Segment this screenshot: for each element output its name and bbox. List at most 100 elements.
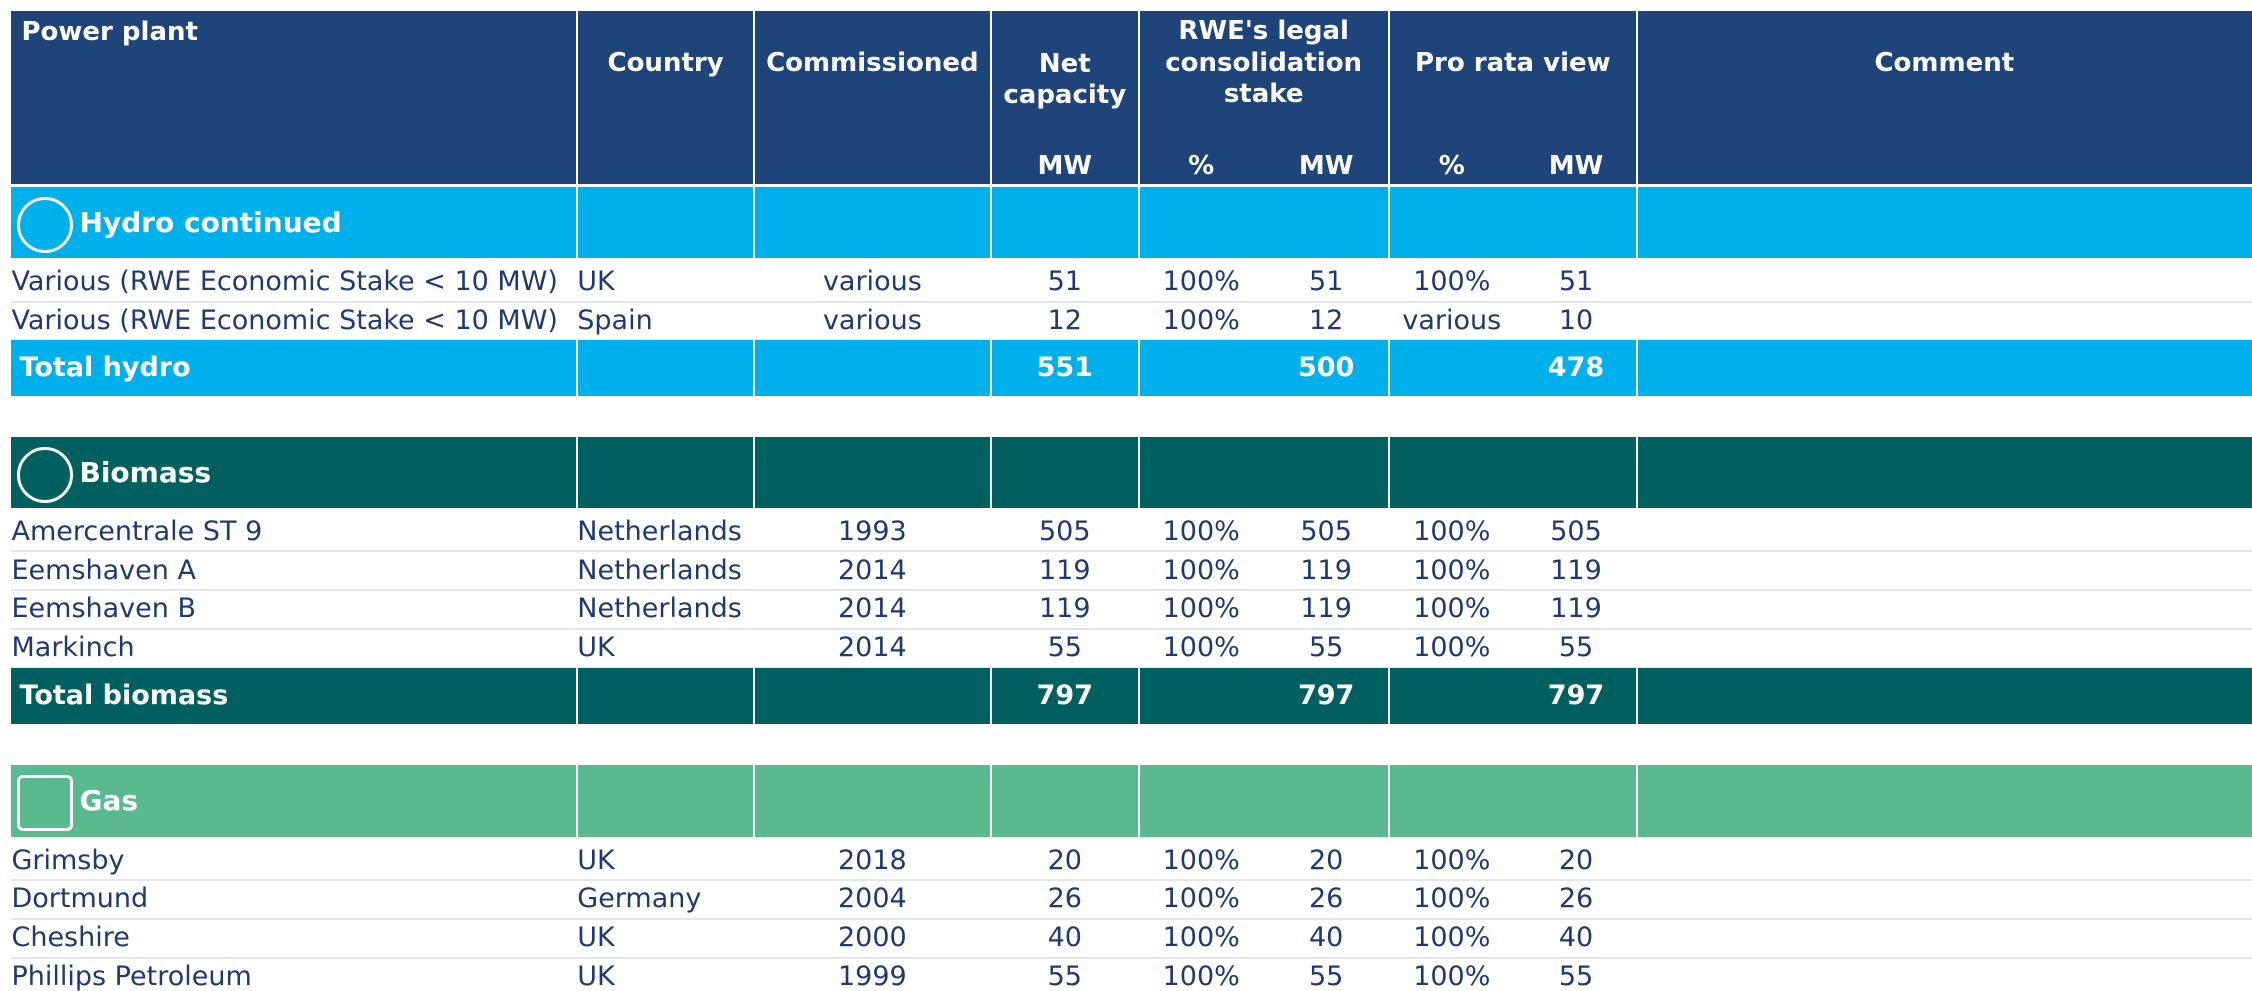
cell: Eemshaven A — [11, 554, 196, 586]
cell: Spain — [577, 304, 653, 336]
column-divider — [752, 765, 755, 838]
column-divider — [752, 667, 755, 724]
cell: 100% — [1413, 593, 1491, 625]
column-divider — [989, 340, 992, 397]
total-label: Total biomass — [19, 679, 229, 711]
column-divider — [576, 11, 579, 184]
cell: 1993 — [838, 515, 907, 547]
cell: 100% — [1413, 922, 1491, 954]
column-divider — [1636, 765, 1639, 838]
row-divider — [11, 879, 2252, 882]
cell: Phillips Petroleum — [11, 960, 252, 991]
cell: 10 — [1558, 304, 1594, 336]
cell: 20 — [1047, 844, 1082, 876]
cell: 26 — [1558, 883, 1594, 915]
cell: 12 — [1308, 304, 1344, 336]
section-title: Gas — [79, 784, 139, 818]
cell: 100% — [1162, 515, 1240, 547]
column-divider — [1137, 436, 1140, 509]
header-cell: RWE's legal consolidation stake — [1165, 16, 1363, 109]
cell: 119 — [1550, 593, 1602, 625]
total-band — [11, 667, 2252, 724]
unit-label: MW — [1298, 150, 1354, 181]
cell: UK — [577, 960, 615, 991]
cell: Cheshire — [11, 922, 130, 954]
cell: various — [1402, 304, 1502, 336]
cell: UK — [577, 844, 615, 876]
column-divider — [1137, 667, 1140, 724]
unit-label: MW — [1548, 150, 1604, 181]
cell: 12 — [1047, 304, 1082, 336]
column-divider — [989, 11, 992, 184]
cell: Various (RWE Economic Stake < 10 MW) — [11, 304, 558, 336]
column-divider — [752, 340, 755, 397]
cell: 26 — [1308, 883, 1344, 915]
cell: 55 — [1047, 632, 1082, 664]
cell: 119 — [1550, 554, 1602, 586]
column-divider — [1636, 11, 1639, 184]
cell: 2014 — [838, 632, 907, 664]
cell: 100% — [1413, 632, 1491, 664]
header-cell: Pro rata view — [1414, 47, 1611, 78]
header-cell: Comment — [1874, 47, 2015, 78]
cell: Markinch — [11, 632, 135, 664]
cell: 119 — [1039, 554, 1091, 586]
cell: Dortmund — [11, 883, 149, 915]
column-divider — [752, 436, 755, 509]
row-divider — [11, 300, 2252, 303]
cell: UK — [577, 922, 615, 954]
cell: 100% — [1413, 554, 1491, 586]
cell: 505 — [1039, 515, 1091, 547]
cell: 51 — [1308, 265, 1344, 297]
column-divider — [576, 186, 579, 259]
cell: 100% — [1413, 844, 1491, 876]
total-value: 478 — [1547, 352, 1605, 384]
cell: 100% — [1162, 632, 1240, 664]
header-cell: Country — [607, 47, 724, 78]
cell: 100% — [1162, 960, 1240, 991]
column-divider — [1636, 667, 1639, 724]
cell: 100% — [1162, 844, 1240, 876]
section-title: Hydro continued — [79, 205, 342, 239]
cell: 100% — [1413, 515, 1491, 547]
cell: 40 — [1047, 922, 1082, 954]
row-divider — [11, 956, 2252, 959]
cell: UK — [577, 632, 615, 664]
cell: 100% — [1162, 304, 1240, 336]
cell: 2018 — [838, 844, 907, 876]
cell: various — [822, 304, 922, 336]
cell: 55 — [1308, 632, 1344, 664]
column-divider — [1387, 667, 1390, 724]
section-icon — [17, 775, 74, 832]
column-divider — [576, 436, 579, 509]
cell: 100% — [1162, 922, 1240, 954]
cell: Netherlands — [577, 515, 742, 547]
column-divider — [1387, 765, 1390, 838]
column-divider — [1137, 11, 1140, 184]
row-divider — [11, 918, 2252, 921]
cell: 2000 — [838, 922, 907, 954]
total-value: 797 — [1547, 679, 1605, 711]
unit-label: % — [1188, 150, 1215, 181]
total-value: 797 — [1036, 679, 1093, 711]
column-divider — [1636, 340, 1639, 397]
cell: 100% — [1162, 883, 1240, 915]
section-title: Biomass — [79, 455, 212, 489]
cell: 100% — [1162, 554, 1240, 586]
row-divider — [11, 627, 2252, 630]
cell: 26 — [1047, 883, 1082, 915]
cell: 2014 — [838, 593, 907, 625]
cell: 20 — [1308, 844, 1344, 876]
cell: various — [822, 265, 922, 297]
row-divider — [11, 550, 2252, 553]
cell: 505 — [1550, 515, 1602, 547]
cell: 20 — [1558, 844, 1594, 876]
column-divider — [576, 667, 579, 724]
cell: 55 — [1558, 960, 1594, 991]
section-band — [11, 186, 2252, 259]
column-divider — [576, 340, 579, 397]
cell: 51 — [1558, 265, 1594, 297]
cell: 51 — [1047, 265, 1082, 297]
cell: 119 — [1300, 593, 1352, 625]
column-divider — [1387, 11, 1390, 184]
